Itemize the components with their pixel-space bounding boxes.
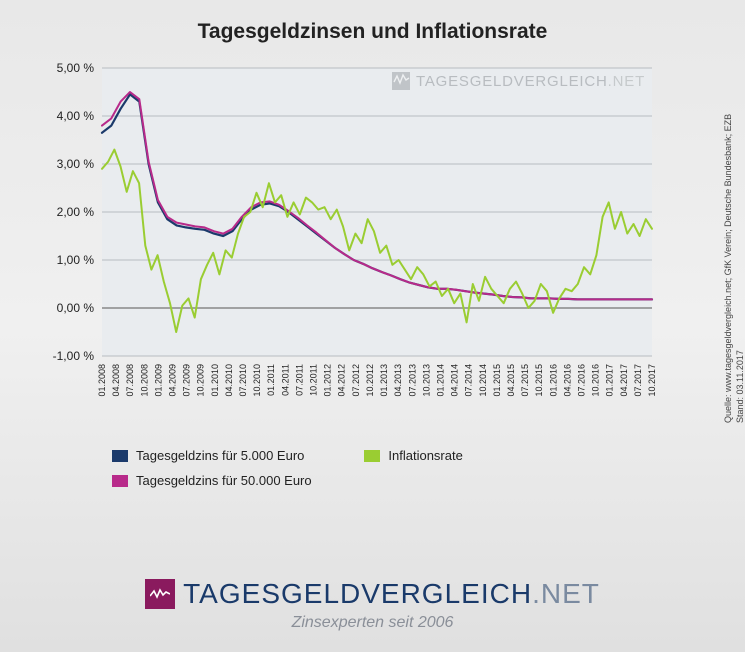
chart-container: -1,00 % 0,00 % 1,00 % 2,00 % 3,00 % 4,00 % 5,0… xyxy=(30,60,670,440)
svg-text:07.2012: 07.2012 xyxy=(351,364,361,397)
svg-text:01.2008: 01.2008 xyxy=(97,364,107,397)
stand-label: Stand: 03.11.2017 xyxy=(735,350,745,423)
svg-text:01.2016: 01.2016 xyxy=(548,364,558,397)
svg-text:04.2008: 04.2008 xyxy=(111,364,121,397)
svg-text:10.2014: 10.2014 xyxy=(478,364,488,397)
svg-text:-1,00 %: -1,00 % xyxy=(53,349,95,363)
svg-text:04.2017: 04.2017 xyxy=(619,364,629,397)
svg-text:01.2017: 01.2017 xyxy=(605,364,615,397)
legend-swatch xyxy=(364,450,380,462)
svg-text:07.2011: 07.2011 xyxy=(294,364,304,396)
svg-text:07.2013: 07.2013 xyxy=(407,364,417,397)
svg-text:2,00 %: 2,00 % xyxy=(57,205,95,219)
legend: Tagesgeldzins für 5.000 Euro Inflationsr… xyxy=(112,448,652,498)
svg-text:04.2009: 04.2009 xyxy=(168,364,178,397)
svg-text:5,00 %: 5,00 % xyxy=(57,61,95,75)
svg-text:10.2011: 10.2011 xyxy=(309,364,319,396)
svg-text:10.2008: 10.2008 xyxy=(139,364,149,397)
brand-text-dark: TAGESGELDVERGLEICH xyxy=(183,578,532,609)
svg-text:1,00 %: 1,00 % xyxy=(57,253,95,267)
svg-text:04.2014: 04.2014 xyxy=(450,364,460,397)
line-chart: -1,00 % 0,00 % 1,00 % 2,00 % 3,00 % 4,00 % 5,0… xyxy=(30,60,670,440)
legend-item-inflation: Inflationsrate xyxy=(364,448,462,463)
svg-text:04.2012: 04.2012 xyxy=(337,364,347,397)
svg-text:10.2009: 10.2009 xyxy=(196,364,206,397)
svg-text:04.2015: 04.2015 xyxy=(506,364,516,397)
svg-text:0,00 %: 0,00 % xyxy=(57,301,95,315)
svg-text:04.2010: 04.2010 xyxy=(224,364,234,397)
brand-logo-icon xyxy=(145,579,175,609)
svg-text:4,00 %: 4,00 % xyxy=(57,109,95,123)
svg-text:04.2013: 04.2013 xyxy=(393,364,403,397)
svg-text:01.2015: 01.2015 xyxy=(492,364,502,397)
legend-label: Tagesgeldzins für 5.000 Euro xyxy=(136,448,304,463)
svg-text:07.2014: 07.2014 xyxy=(464,364,474,397)
svg-text:07.2016: 07.2016 xyxy=(576,364,586,397)
svg-text:10.2016: 10.2016 xyxy=(591,364,601,397)
svg-text:10.2012: 10.2012 xyxy=(365,364,375,397)
quelle-label: Quelle: www.tagesgeldvergleich.net; GfK … xyxy=(723,114,733,423)
svg-text:10.2017: 10.2017 xyxy=(647,364,657,397)
source-sidebar: Stand: 03.11.2017 Quelle: www.tagesgeldv… xyxy=(723,105,737,435)
svg-text:10.2013: 10.2013 xyxy=(421,364,431,397)
svg-text:07.2017: 07.2017 xyxy=(633,364,643,397)
svg-text:04.2016: 04.2016 xyxy=(562,364,572,397)
svg-text:07.2008: 07.2008 xyxy=(125,364,135,397)
svg-text:10.2015: 10.2015 xyxy=(534,364,544,397)
legend-label: Inflationsrate xyxy=(388,448,462,463)
legend-item-tg5000: Tagesgeldzins für 5.000 Euro xyxy=(112,448,304,463)
legend-swatch xyxy=(112,450,128,462)
legend-label: Tagesgeldzins für 50.000 Euro xyxy=(136,473,312,488)
footer: TAGESGELDVERGLEICH.NET Zinsexperten seit… xyxy=(0,578,745,632)
svg-text:10.2010: 10.2010 xyxy=(252,364,262,397)
svg-text:TAGESGELDVERGLEICH.NET: TAGESGELDVERGLEICH.NET xyxy=(416,73,645,90)
footer-brand: TAGESGELDVERGLEICH.NET xyxy=(145,578,600,610)
svg-text:01.2011: 01.2011 xyxy=(266,364,276,396)
footer-subtitle: Zinsexperten seit 2006 xyxy=(0,614,745,632)
svg-text:01.2009: 01.2009 xyxy=(153,364,163,397)
svg-text:07.2015: 07.2015 xyxy=(520,364,530,397)
svg-text:01.2013: 01.2013 xyxy=(379,364,389,397)
svg-text:07.2010: 07.2010 xyxy=(238,364,248,397)
brand-text-light: .NET xyxy=(532,578,600,609)
chart-title: Tagesgeldzinsen und Inflationsrate xyxy=(0,0,745,44)
svg-text:01.2010: 01.2010 xyxy=(210,364,220,397)
svg-text:07.2009: 07.2009 xyxy=(182,364,192,397)
legend-swatch xyxy=(112,475,128,487)
legend-item-tg50000: Tagesgeldzins für 50.000 Euro xyxy=(112,473,312,488)
svg-text:3,00 %: 3,00 % xyxy=(57,157,95,171)
svg-text:01.2012: 01.2012 xyxy=(323,364,333,397)
svg-text:04.2011: 04.2011 xyxy=(280,364,290,396)
svg-text:01.2014: 01.2014 xyxy=(435,364,445,397)
